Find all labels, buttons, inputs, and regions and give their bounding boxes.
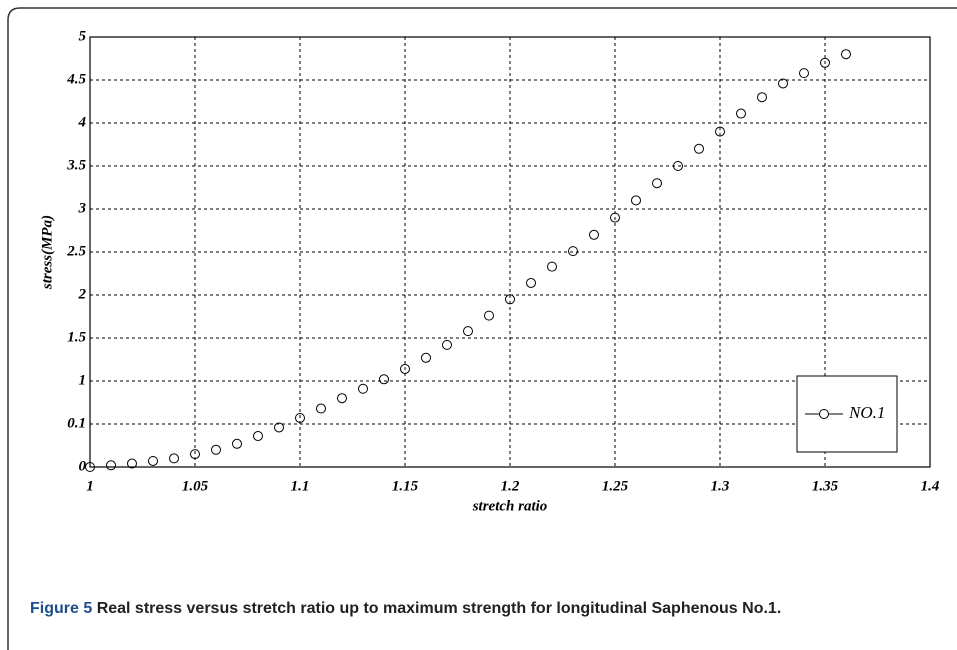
y-tick-label: 4	[78, 114, 87, 130]
data-point	[505, 294, 515, 305]
y-tick-label: 3.5	[66, 157, 86, 173]
data-point	[715, 126, 725, 137]
data-point	[442, 339, 452, 350]
y-axis-label: stress(MPa)	[39, 215, 55, 290]
data-point	[484, 310, 494, 321]
x-tick-label: 1.15	[392, 478, 419, 494]
caption-text: Real stress versus stretch ratio up to m…	[96, 600, 782, 617]
data-point	[190, 449, 200, 460]
x-tick-label: 1.4	[921, 478, 940, 494]
legend-marker	[819, 409, 829, 419]
data-point	[253, 431, 263, 442]
data-point	[631, 195, 641, 206]
data-point	[106, 460, 116, 471]
data-point	[799, 68, 809, 79]
data-point	[337, 393, 347, 404]
data-point	[169, 453, 179, 464]
x-axis-label: stretch ratio	[472, 498, 548, 514]
plot-border	[89, 36, 931, 468]
y-tick-label: 0	[79, 458, 87, 474]
data-point	[526, 277, 536, 288]
data-point	[211, 444, 221, 455]
data-point	[841, 49, 851, 60]
data-point	[820, 57, 830, 68]
y-tick-label: 2	[78, 286, 87, 302]
x-tick-label: 1.35	[812, 478, 839, 494]
caption-label: Figure 5	[30, 600, 93, 617]
data-point	[148, 455, 158, 466]
x-tick-label: 1.3	[711, 478, 730, 494]
y-tick-label: 3	[78, 200, 87, 216]
y-tick-label: 4.5	[66, 71, 86, 87]
x-tick-label: 1.2	[501, 478, 520, 494]
x-tick-label: 1	[86, 478, 94, 494]
y-tick-label: 1	[79, 372, 87, 388]
y-tick-label: 5	[79, 28, 87, 44]
data-point	[568, 246, 578, 257]
data-point	[463, 326, 473, 337]
data-point	[673, 161, 683, 171]
data-point	[652, 178, 662, 189]
data-point	[610, 212, 620, 223]
x-tick-label: 1.1	[291, 478, 310, 494]
y-tick-label: 2.5	[66, 243, 86, 259]
data-point	[358, 383, 368, 394]
x-tick-label: 1.25	[602, 478, 629, 494]
y-tick-label: 0.1	[67, 415, 86, 431]
x-tick-label: 1.05	[182, 478, 209, 494]
data-point	[127, 458, 137, 469]
data-point	[694, 143, 704, 154]
legend-label: NO.1	[848, 403, 885, 422]
frame	[7, 7, 957, 650]
data-point	[421, 352, 431, 363]
data-point	[547, 261, 557, 272]
data-point	[274, 422, 284, 433]
caption: Figure 5 Real stress versus stretch rati…	[30, 600, 781, 618]
data-point	[778, 78, 788, 89]
data-point	[316, 403, 326, 414]
data-point	[85, 462, 95, 472]
y-tick-label: 1.5	[67, 329, 86, 345]
data-point	[736, 108, 746, 119]
data-point	[757, 92, 767, 103]
data-point	[379, 374, 389, 385]
data-point	[589, 229, 599, 240]
data-point	[400, 363, 410, 374]
data-point	[295, 412, 305, 423]
data-point	[232, 438, 242, 449]
